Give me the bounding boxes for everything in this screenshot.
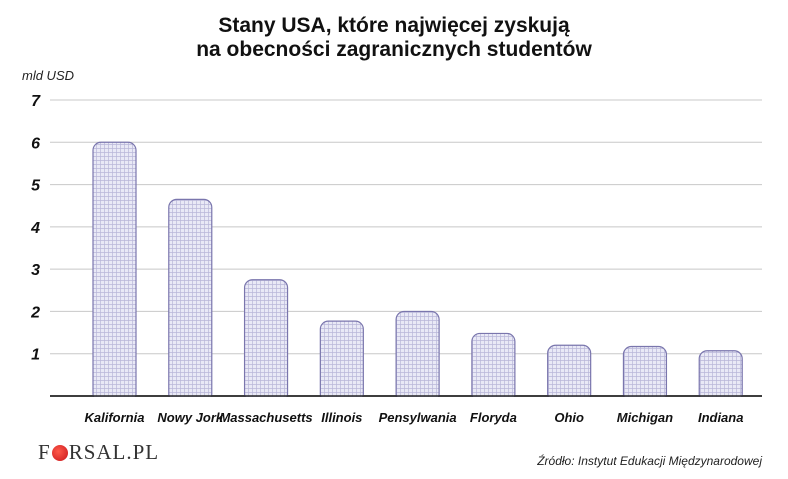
bar-base-mask-3 [318, 397, 366, 405]
y-tick-label-6: 6 [31, 135, 40, 152]
bar-base-mask-2 [242, 397, 290, 405]
bar-pensylwania [395, 310, 440, 403]
bar-base-mask-7 [621, 397, 669, 405]
x-tick-label-michigan: Michigan [617, 410, 673, 425]
bar-massachusetts [243, 279, 289, 403]
bar-floryda [471, 332, 516, 403]
bar-nowy-jork [168, 198, 213, 403]
x-tick-label-massachusetts: Massachusetts [219, 410, 312, 425]
bar-base-mask-8 [697, 397, 745, 405]
bar-indiana [698, 350, 743, 403]
chart-title-line1: Stany USA, które najwięcej zyskują [218, 14, 570, 37]
bar-base-mask-1 [166, 397, 214, 405]
chart-title: Stany USA, które najwięcej zyskują na ob… [0, 14, 788, 62]
y-tick-label-3: 3 [31, 262, 40, 279]
x-tick-label-kalifornia: Kalifornia [85, 410, 145, 425]
x-tick-label-ohio: Ohio [554, 410, 584, 425]
bar-base-mask-6 [545, 397, 593, 405]
bar-kalifornia [92, 141, 137, 403]
bar-base-mask-4 [394, 397, 442, 405]
bar-illinois [319, 320, 364, 403]
logo-text-start: F [38, 440, 51, 464]
y-tick-label-2: 2 [30, 304, 40, 321]
y-tick-label-1: 1 [31, 347, 40, 364]
x-tick-label-illinois: Illinois [321, 410, 362, 425]
x-tick-label-pensylwania: Pensylwania [379, 410, 457, 425]
logo-text-end: RSAL.PL [68, 440, 160, 464]
y-axis-label: mld USD [22, 68, 75, 83]
forsal-logo: F RSAL.PL [38, 440, 159, 465]
bar-base-mask-5 [469, 397, 517, 405]
logo-o-icon [51, 444, 68, 461]
bar-michigan [622, 345, 668, 403]
y-tick-label-5: 5 [31, 178, 41, 195]
y-tick-label-4: 4 [30, 220, 40, 237]
x-tick-label-nowy-jork: Nowy Jork [157, 410, 224, 425]
y-tick-label-7: 7 [31, 93, 41, 110]
x-tick-label-floryda: Floryda [470, 410, 517, 425]
x-tick-label-indiana: Indiana [698, 410, 744, 425]
bar-base-mask-0 [91, 397, 138, 405]
chart-title-line2: na obecności zagranicznych studentów [196, 38, 592, 61]
source-note: Źródło: Instytut Edukacji Międzynarodowe… [537, 454, 762, 468]
bar-ohio [547, 344, 592, 403]
